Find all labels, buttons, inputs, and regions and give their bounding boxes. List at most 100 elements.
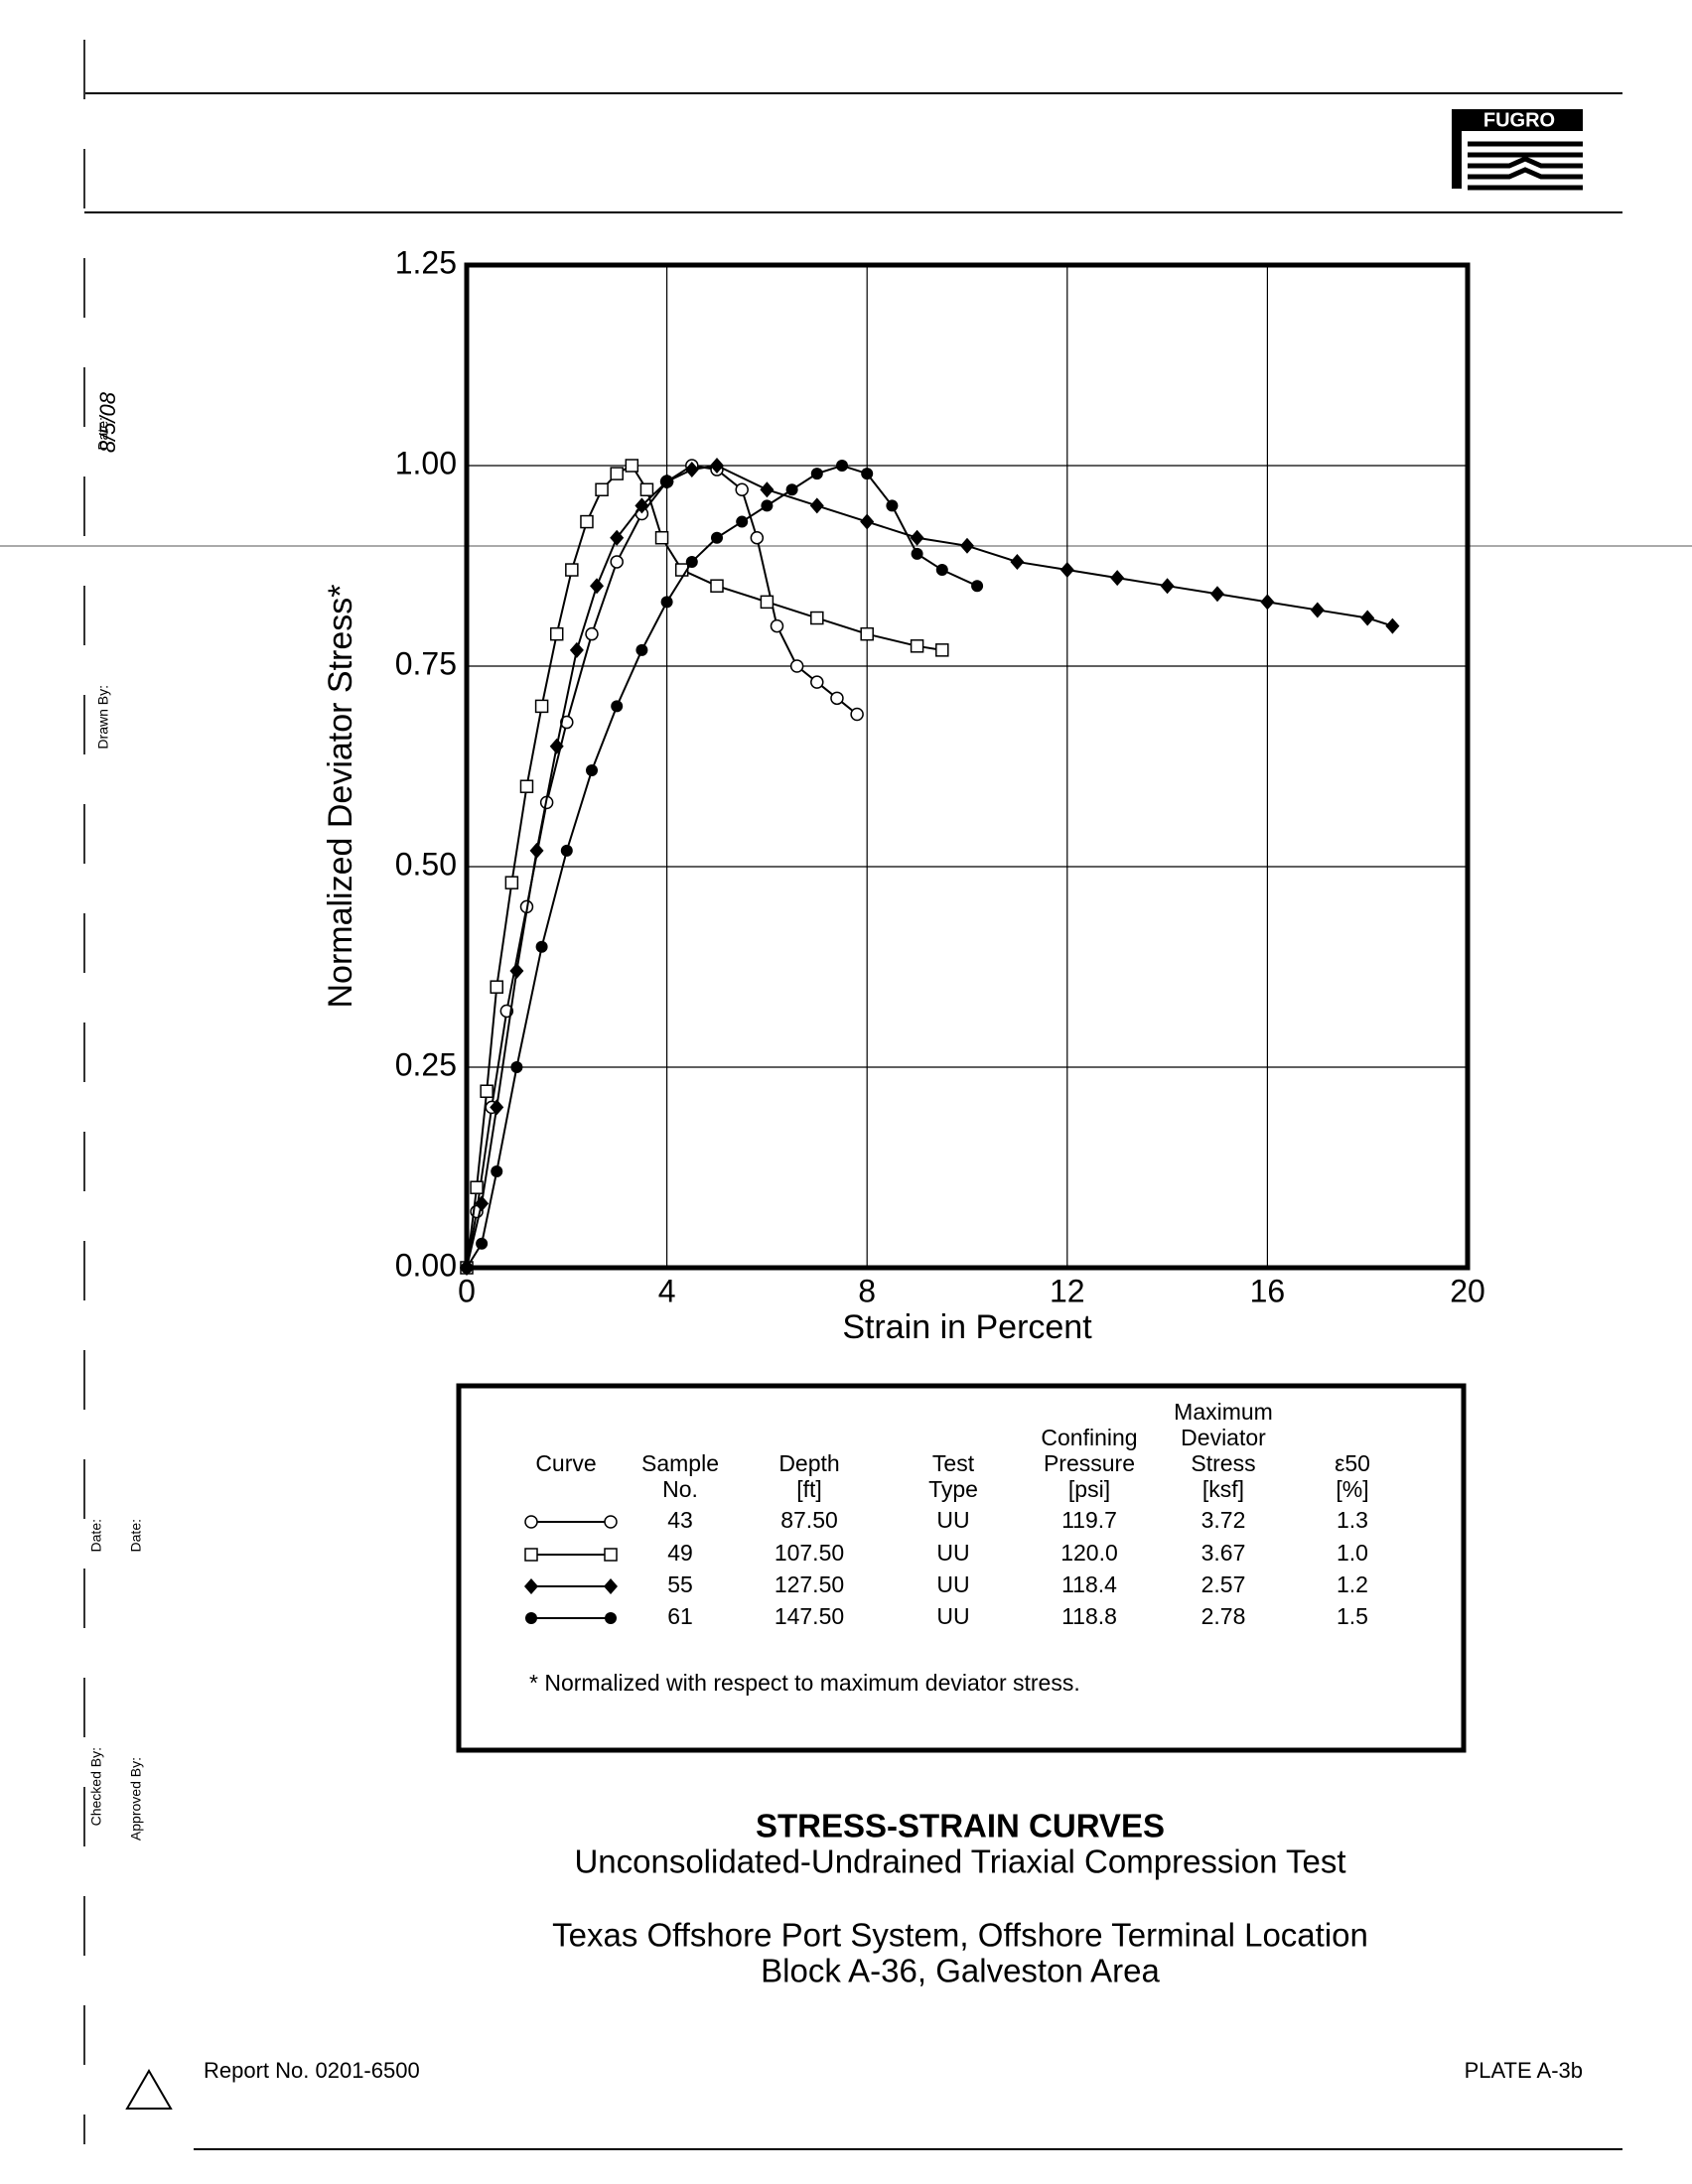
table-cell: 147.50 — [775, 1603, 844, 1629]
marker — [910, 529, 924, 546]
column-header: Curve — [535, 1450, 596, 1476]
marker — [475, 1195, 490, 1212]
marker — [1210, 586, 1224, 603]
marker — [534, 699, 549, 714]
marker — [710, 579, 724, 593]
marker — [491, 1165, 503, 1178]
marker — [736, 515, 749, 528]
marker — [634, 497, 649, 514]
column-header: Sample — [641, 1450, 719, 1476]
marker — [785, 483, 798, 496]
marker — [886, 499, 899, 512]
marker — [580, 514, 594, 529]
marker — [560, 844, 573, 857]
table-cell: 49 — [667, 1540, 693, 1566]
marker — [510, 1061, 523, 1073]
margin-label: Checked By: — [88, 1747, 104, 1826]
x-tick-label: 20 — [1450, 1273, 1485, 1308]
column-header: Test — [932, 1450, 975, 1476]
recycle-shape — [125, 2069, 173, 2110]
marker — [461, 1262, 473, 1274]
marker — [519, 779, 534, 793]
table-cell: 55 — [667, 1571, 693, 1597]
x-tick-label: 0 — [458, 1273, 476, 1308]
x-axis-title: Strain in Percent — [842, 1308, 1092, 1346]
marker — [654, 530, 669, 545]
marker — [935, 564, 948, 577]
table-cell: UU — [936, 1571, 969, 1597]
marker — [490, 980, 503, 994]
table-cell: 3.67 — [1201, 1540, 1246, 1566]
margin-label: Drawn By: — [95, 685, 111, 750]
table-cell: 120.0 — [1060, 1540, 1118, 1566]
y-axis-title: Normalized Deviator Stress* — [322, 584, 359, 1008]
table-cell: 87.50 — [780, 1507, 838, 1533]
marker — [935, 643, 949, 657]
marker — [830, 691, 844, 706]
marker — [549, 626, 564, 641]
column-header: Depth — [778, 1450, 839, 1476]
table-cell: 127.50 — [775, 1571, 844, 1597]
marker — [605, 1612, 617, 1624]
marker — [760, 481, 775, 498]
legend-box — [456, 1383, 1467, 1753]
title: STRESS-STRAIN CURVES — [756, 1808, 1165, 1844]
x-tick-label: 4 — [658, 1273, 676, 1308]
marker — [1260, 594, 1275, 611]
marker — [810, 611, 824, 625]
series-line — [466, 464, 858, 1269]
marker — [1310, 602, 1325, 618]
marker — [789, 659, 804, 673]
table-cell: 107.50 — [775, 1540, 844, 1566]
column-header: Stress — [1191, 1450, 1255, 1476]
marker — [610, 529, 625, 546]
table-cell: 118.8 — [1061, 1603, 1117, 1629]
marker — [760, 595, 775, 610]
marker — [480, 1084, 494, 1098]
logo-stem — [1452, 109, 1462, 189]
marker — [750, 530, 765, 545]
table-cell: 118.4 — [1061, 1571, 1117, 1597]
marker — [611, 700, 624, 713]
table-cell: 43 — [667, 1507, 693, 1533]
marker — [604, 1515, 618, 1529]
column-header: [ksf] — [1202, 1476, 1244, 1502]
marker — [809, 497, 824, 514]
y-tick-label: 0.00 — [395, 1247, 457, 1283]
marker — [524, 1578, 538, 1594]
marker — [490, 1099, 504, 1116]
marker — [960, 537, 974, 554]
table-cell: 61 — [667, 1603, 693, 1629]
column-header: [%] — [1336, 1476, 1368, 1502]
marker — [711, 531, 723, 544]
column-header: Confining — [1041, 1425, 1137, 1450]
marker — [810, 468, 823, 480]
y-tick-label: 0.50 — [395, 846, 457, 882]
column-header: No. — [662, 1476, 698, 1502]
series-line — [466, 464, 978, 1269]
table-cell: 1.2 — [1337, 1571, 1368, 1597]
y-tick-label: 0.25 — [395, 1046, 457, 1082]
column-header: [ft] — [796, 1476, 822, 1502]
marker — [604, 1548, 618, 1562]
margin-label: Date: — [88, 1519, 104, 1552]
marker — [509, 963, 524, 980]
marker — [610, 555, 624, 569]
margin-label: Date: — [128, 1519, 144, 1552]
marker — [569, 641, 584, 658]
marker — [590, 578, 605, 595]
logo-bar — [1452, 109, 1583, 131]
marker — [524, 1548, 538, 1562]
column-header: Pressure — [1044, 1450, 1135, 1476]
marker — [586, 764, 598, 777]
marker — [1010, 553, 1025, 570]
marker — [610, 467, 624, 480]
column-header: Type — [928, 1476, 978, 1502]
marker — [684, 462, 699, 478]
table-cell: 3.72 — [1201, 1507, 1246, 1533]
marker — [685, 555, 698, 568]
marker — [860, 626, 874, 641]
marker — [595, 482, 609, 496]
table-cell: 119.7 — [1061, 1507, 1117, 1533]
margin-label: Date: — [95, 417, 111, 450]
